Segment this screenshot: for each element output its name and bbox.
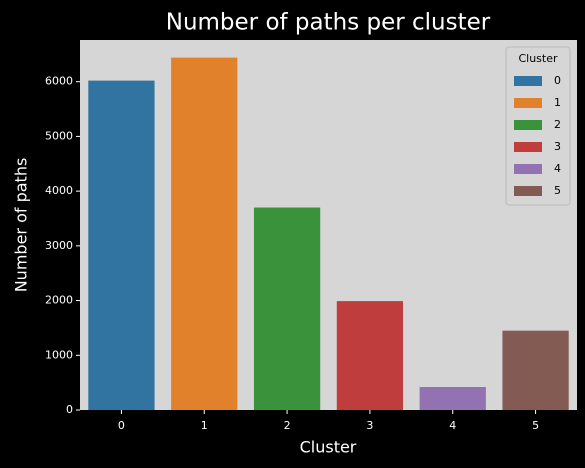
- legend-swatch: [514, 98, 542, 108]
- legend-swatch: [514, 142, 542, 152]
- legend-label: 1: [554, 96, 561, 109]
- legend-label: 0: [554, 74, 561, 87]
- legend-label: 5: [554, 184, 561, 197]
- legend-swatch: [514, 186, 542, 196]
- x-tick-label: 0: [118, 419, 125, 432]
- legend-label: 4: [554, 162, 561, 175]
- chart-title: Number of paths per cluster: [166, 10, 491, 36]
- y-axis-label: Number of paths: [12, 158, 31, 293]
- legend-swatch: [514, 120, 542, 130]
- plot-area: [80, 40, 577, 410]
- legend-label: 3: [554, 140, 561, 153]
- bar: [88, 80, 155, 411]
- x-tick-label: 5: [532, 419, 539, 432]
- legend-swatch: [514, 164, 542, 174]
- y-tick-label: 1000: [45, 348, 73, 361]
- y-tick-label: 2000: [45, 294, 73, 307]
- bar: [171, 57, 238, 410]
- y-tick-label: 6000: [45, 75, 73, 88]
- legend-title: Cluster: [518, 52, 558, 65]
- y-tick-label: 4000: [45, 184, 73, 197]
- legend-swatch: [514, 76, 542, 86]
- x-axis-label: Cluster: [300, 438, 357, 457]
- y-tick-label: 0: [66, 403, 73, 416]
- y-tick-label: 3000: [45, 239, 73, 252]
- bar: [502, 330, 569, 410]
- x-tick-label: 2: [284, 419, 291, 432]
- x-tick-label: 1: [201, 419, 208, 432]
- x-tick-label: 4: [449, 419, 456, 432]
- bar: [336, 301, 404, 410]
- bar: [419, 387, 486, 410]
- bar: [253, 207, 321, 410]
- y-tick-label: 5000: [45, 129, 73, 142]
- x-tick-label: 3: [366, 419, 373, 432]
- legend-label: 2: [554, 118, 561, 131]
